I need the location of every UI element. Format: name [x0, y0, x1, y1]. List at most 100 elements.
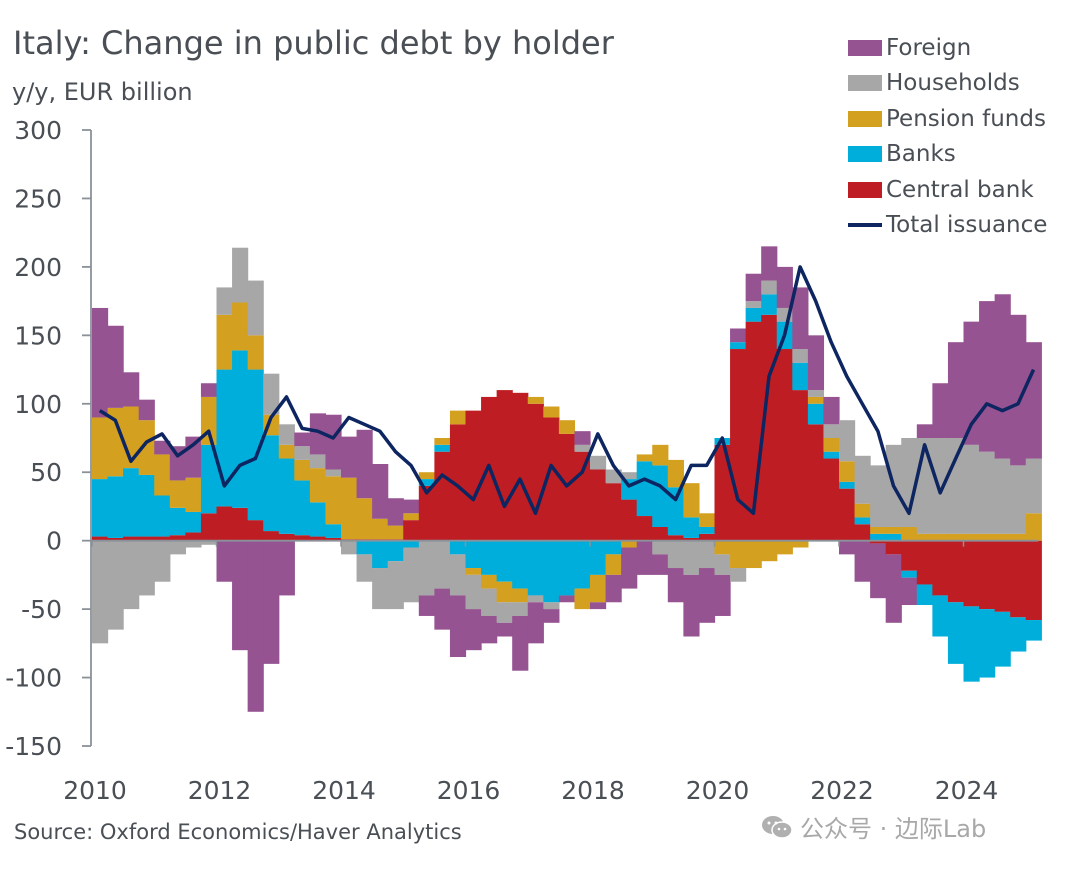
bar-banks [761, 294, 778, 315]
bar-banks [496, 540, 513, 582]
bar-banks [901, 570, 918, 578]
bar-households [341, 540, 358, 555]
bar-central-bank [309, 536, 327, 541]
bar-pension-funds [698, 513, 716, 527]
y-tick-label: 100 [14, 390, 62, 419]
legend-label: Foreign [886, 34, 972, 61]
bar-foreign [496, 622, 513, 637]
bar-foreign [714, 574, 731, 616]
bar-banks [558, 540, 576, 596]
bar-pension-funds [1010, 533, 1027, 541]
bar-pension-funds [403, 513, 420, 521]
bar-pension-funds [947, 533, 965, 541]
bar-banks [185, 511, 202, 533]
bar-households [465, 574, 482, 610]
legend-swatch-households [848, 75, 882, 92]
bar-households [667, 540, 684, 569]
bar-pension-funds [652, 444, 669, 466]
y-tick-label: -50 [21, 595, 62, 624]
bar-banks [652, 465, 669, 527]
bar-central-bank [403, 520, 420, 541]
bar-central-bank [667, 535, 684, 541]
bar-foreign [481, 615, 498, 644]
bar-foreign [885, 554, 902, 623]
bar-central-bank [792, 390, 809, 541]
bar-pension-funds [341, 477, 358, 540]
bar-households [387, 561, 404, 610]
bar-pension-funds [325, 476, 342, 525]
y-axis-unit-label: y/y, EUR billion [12, 78, 193, 106]
bar-pension-funds [994, 533, 1011, 541]
bar-households [449, 554, 467, 596]
bar-pension-funds [839, 461, 856, 482]
bar-households [792, 349, 809, 363]
bar-pension-funds [92, 417, 109, 480]
bar-central-bank [434, 451, 451, 541]
bar-foreign [465, 609, 482, 651]
bar-foreign [870, 543, 887, 599]
bar-central-bank [605, 483, 622, 541]
bar-banks [590, 540, 607, 575]
bar-central-bank [496, 390, 513, 541]
bar-pension-funds [667, 459, 684, 488]
bar-pension-funds [543, 406, 560, 418]
bar-central-bank [621, 499, 638, 541]
bar-foreign [309, 413, 327, 455]
bar-pension-funds [932, 533, 949, 541]
x-tick-label: 2022 [810, 776, 874, 805]
legend: Foreign Households Pension funds Banks C… [848, 30, 1047, 243]
bar-foreign [932, 383, 949, 438]
bar-foreign [356, 429, 373, 499]
bar-central-bank [823, 458, 840, 541]
bar-banks [823, 451, 840, 459]
bar-households [325, 469, 342, 477]
legend-item-central-bank: Central bank [848, 172, 1047, 208]
bar-households [232, 247, 249, 303]
x-tick-label: 2020 [686, 776, 750, 805]
bar-pension-funds [823, 438, 840, 452]
bar-foreign [839, 540, 856, 555]
bar-pension-funds [916, 533, 933, 541]
bar-households [543, 602, 560, 610]
bar-households [994, 458, 1011, 534]
bar-banks [792, 362, 809, 391]
bar-pension-funds [776, 540, 793, 555]
bar-pension-funds [730, 540, 747, 569]
bar-central-bank [200, 513, 218, 541]
bar-central-bank [512, 392, 529, 541]
bar-banks [854, 517, 871, 525]
bar-banks [169, 507, 186, 536]
bar-banks [916, 584, 933, 605]
bar-banks [232, 350, 249, 508]
bar-foreign [1025, 342, 1042, 459]
bar-central-bank [636, 516, 653, 541]
y-tick-label: -150 [5, 732, 62, 761]
bar-pension-funds [247, 335, 264, 370]
bar-households [496, 602, 513, 623]
bar-foreign [294, 432, 311, 447]
bar-pension-funds [870, 526, 887, 534]
bar-central-bank [278, 533, 295, 541]
bar-central-bank [932, 540, 949, 596]
bar-banks [107, 476, 124, 538]
bar-banks [449, 540, 467, 555]
bar-central-bank [1025, 540, 1042, 621]
x-tick-label: 2010 [63, 776, 127, 805]
bar-central-bank [839, 488, 856, 541]
bar-banks [947, 602, 965, 664]
bar-banks [154, 495, 171, 537]
bar-foreign [652, 554, 669, 575]
line-layer [98, 265, 1036, 516]
x-tick-label: 2018 [561, 776, 625, 805]
bar-banks [807, 403, 825, 425]
bar-pension-funds [465, 568, 482, 575]
legend-item-banks: Banks [848, 137, 1047, 173]
bar-banks [839, 481, 856, 489]
bar-pension-funds [558, 420, 576, 434]
bar-pension-funds [745, 540, 762, 569]
bar-foreign [512, 615, 529, 671]
bar-foreign [745, 273, 762, 302]
bar-central-bank [916, 540, 933, 585]
bar-households [372, 568, 389, 610]
bar-households [916, 438, 933, 534]
